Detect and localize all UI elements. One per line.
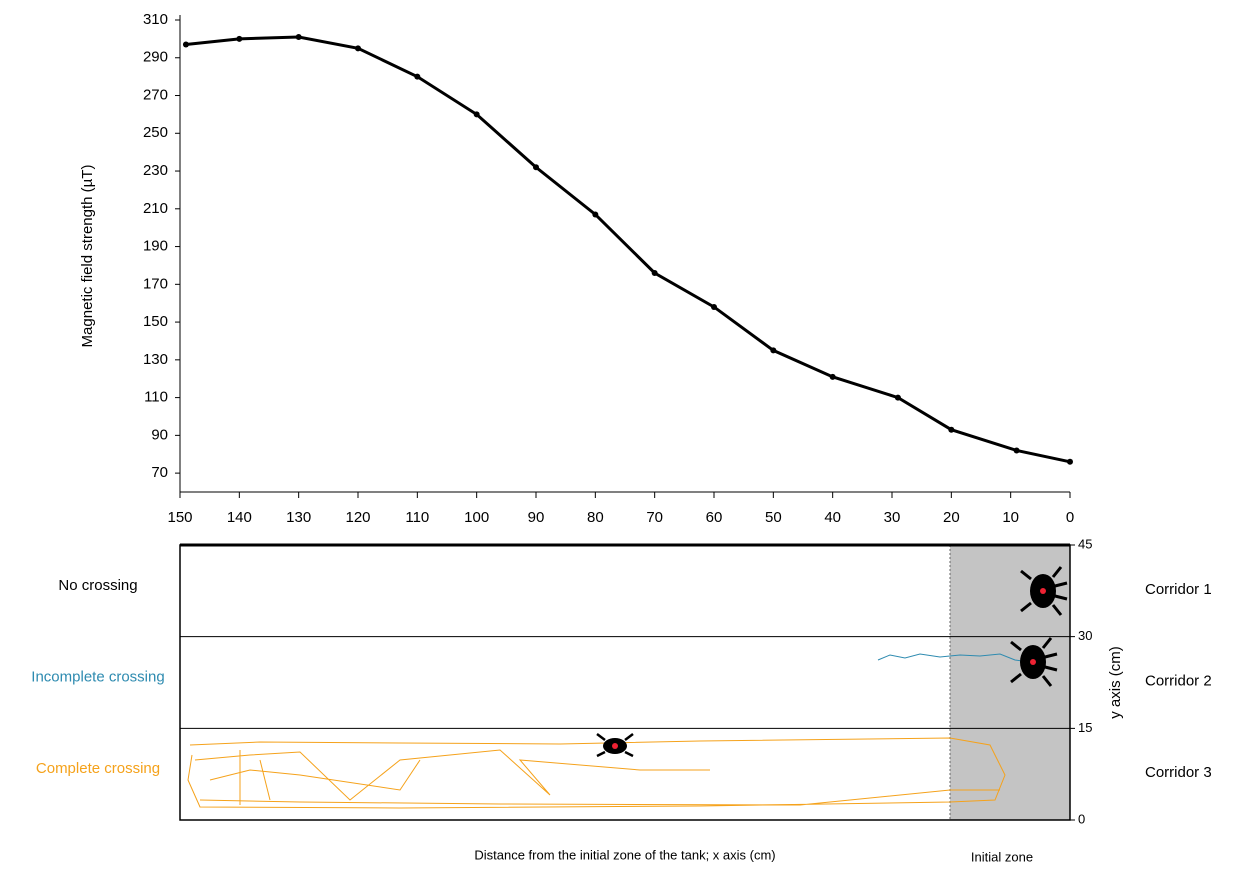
data-point [770, 347, 777, 354]
x-tick-label: 120 [345, 509, 370, 526]
data-point [182, 41, 189, 48]
x-tick-label: 100 [464, 509, 489, 526]
y-tick-label: 0 [1078, 811, 1085, 826]
data-point [592, 211, 599, 218]
data-point [894, 394, 901, 401]
track-incomplete [877, 653, 1031, 663]
x-axis-label: Distance from the initial zone of the ta… [474, 847, 775, 862]
data-point [948, 426, 955, 433]
track-complete [187, 737, 1006, 809]
x-tick-label: 20 [943, 509, 960, 526]
y-tick-label: 130 [143, 351, 168, 368]
data-point [651, 269, 658, 276]
x-tick-label: 110 [405, 509, 429, 526]
row-label: Incomplete crossing [31, 668, 164, 685]
trajectories [187, 653, 1031, 809]
x-tick-label: 80 [587, 509, 604, 526]
y-tick-label: 290 [143, 49, 168, 66]
y-tick-label: 70 [151, 464, 168, 481]
data-point [1067, 458, 1073, 465]
y-tick-label: 210 [143, 200, 168, 217]
y-tick-label: 190 [143, 238, 168, 255]
y-tick-label: 15 [1078, 720, 1092, 735]
y-tick-label: 30 [1078, 628, 1092, 643]
x-tick-label: 30 [884, 509, 901, 526]
x-tick-label: 40 [824, 509, 841, 526]
data-point [711, 303, 717, 310]
x-tick-label: 60 [706, 509, 723, 526]
data-point [236, 35, 243, 42]
corridor-label: Corridor 3 [1145, 764, 1212, 781]
y-tick-label: 110 [144, 389, 168, 406]
y-axis-label: y axis (cm) [1107, 646, 1124, 719]
y-tick-label: 150 [143, 313, 168, 330]
x-tick-label: 70 [646, 509, 663, 526]
data-point [414, 73, 421, 80]
tank-border [179, 544, 1071, 821]
x-tick-label: 0 [1066, 509, 1074, 526]
y-tick-label: 270 [143, 86, 168, 103]
row-label: Complete crossing [36, 760, 160, 777]
crab-icons [596, 566, 1068, 758]
y-tick-label: 45 [1078, 536, 1092, 551]
x-tick-label: 50 [765, 509, 782, 526]
data-point [295, 33, 302, 40]
y-tick-label: 310 [143, 11, 168, 28]
corridor-label: Corridor 1 [1145, 581, 1212, 598]
data-point [355, 45, 361, 52]
x-tick-label: 10 [1002, 509, 1019, 526]
x-tick-label: 130 [286, 509, 311, 526]
corridor-label: Corridor 2 [1145, 672, 1212, 689]
y-tick-label: 250 [143, 124, 168, 141]
y-axis-label: Magnetic field strength (µT) [79, 165, 96, 348]
data-point [533, 164, 539, 171]
row-label: No crossing [58, 577, 137, 594]
x-tick-label: 150 [167, 509, 192, 526]
zone-label: Initial zone [971, 849, 1033, 864]
data-point [829, 373, 836, 380]
data-point [473, 111, 480, 118]
x-tick-label: 140 [227, 509, 252, 526]
y-tick-label: 90 [151, 426, 168, 443]
x-tick-label: 90 [528, 509, 545, 526]
y-tick-label: 170 [143, 275, 168, 292]
y-tick-label: 230 [143, 162, 168, 179]
data-line [185, 35, 1071, 464]
data-point [1013, 447, 1020, 454]
